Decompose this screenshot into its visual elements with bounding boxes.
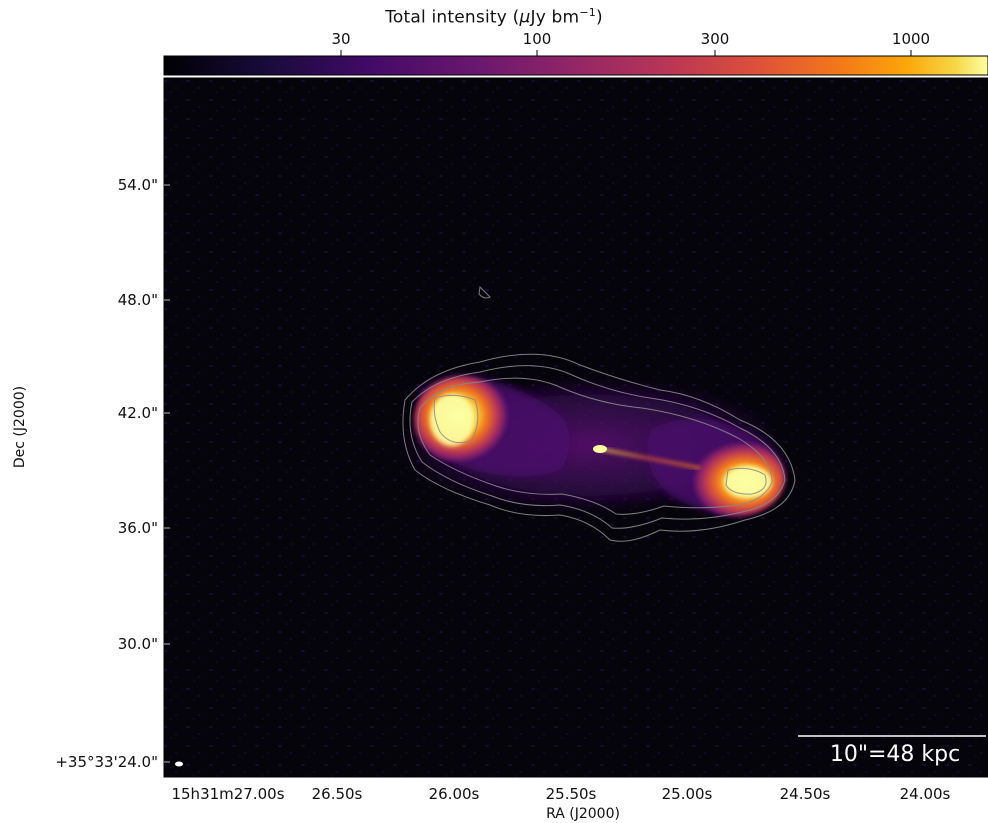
colorbar [163,55,988,76]
radio-core [593,445,607,453]
dec-tick-label: 30.0" [117,635,158,653]
beam-ellipse [175,761,183,767]
colorbar-tick-label: 30 [331,30,351,48]
x-axis-title: RA (J2000) [546,806,620,822]
colorbar-title-suffix: ) [595,7,603,28]
ra-tick-label: 24.00s [899,785,951,803]
ra-tick-label: 26.50s [311,785,363,803]
dec-tick-label: 54.0" [117,176,158,194]
dec-tick-label: 36.0" [117,519,158,537]
ra-tick-label: 25.00s [661,785,713,803]
colorbar-title: Total intensity (μJy bm−1) [0,6,988,28]
axis-ticks [164,184,170,763]
scale-bar-label: 10"=48 kpc [830,742,960,767]
east-lobe [414,376,569,477]
ra-tick-label: 24.50s [779,785,831,803]
dec-tick-label: 48.0" [117,291,158,309]
colorbar-tick-label: 300 [700,30,730,48]
plot-frame [163,77,988,778]
y-axis-title: Dec (J2000) [12,385,28,469]
radio-jet [599,447,701,470]
contours [402,285,796,542]
dec-tick-label: 42.0" [117,404,158,422]
colorbar-title-prefix: Total intensity ( [385,7,520,28]
colorbar-tick-label: 1000 [891,30,931,48]
colorbar-tick-label: 100 [522,30,552,48]
ra-tick-label: 26.00s [428,785,480,803]
ra-tick-label: 15h31m27.00s [171,785,285,803]
radio-image [164,78,988,777]
colorbar-ticks [340,50,912,56]
colorbar-title-unit: Jy bm [530,7,580,28]
ra-tick-label: 25.50s [545,785,597,803]
colorbar-title-mu: μ [519,7,531,28]
dec-tick-label: +35°33'24.0" [55,753,158,771]
colorbar-title-exponent: −1 [579,6,596,19]
